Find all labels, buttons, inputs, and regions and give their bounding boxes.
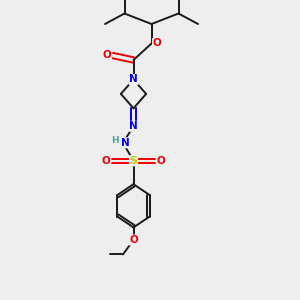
Text: O: O (157, 156, 166, 166)
Text: N: N (129, 74, 138, 85)
Text: O: O (152, 38, 161, 49)
Text: N: N (121, 138, 130, 148)
Text: N: N (129, 121, 138, 131)
Text: H: H (111, 136, 119, 145)
Text: O: O (129, 235, 138, 245)
Text: O: O (101, 156, 110, 166)
Text: O: O (103, 50, 112, 61)
Text: S: S (130, 156, 137, 166)
